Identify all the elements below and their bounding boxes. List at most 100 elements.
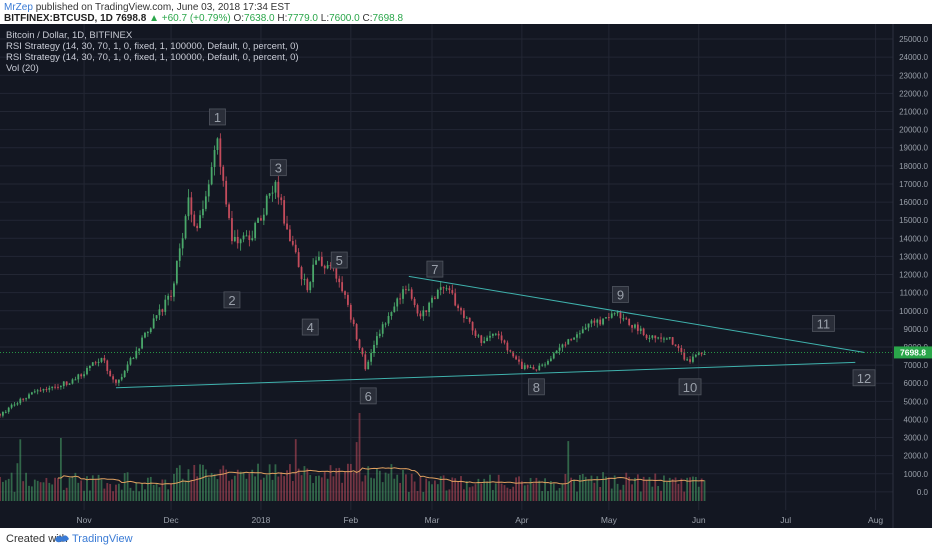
- change-up-icon: ▲: [149, 13, 159, 24]
- volume-bar: [364, 475, 367, 501]
- volume-bar: [642, 476, 645, 501]
- y-tick-label: 19000.0: [899, 144, 928, 153]
- ohlc-open-value: 7638.0: [244, 13, 275, 24]
- volume-bar: [413, 481, 416, 501]
- candle: [155, 315, 158, 319]
- candle: [344, 291, 346, 295]
- volume-bar: [410, 473, 413, 501]
- volume-bar: [576, 491, 578, 501]
- volume-bar: [25, 472, 27, 501]
- created-with-text: Created with: [6, 533, 68, 545]
- candle: [2, 411, 4, 416]
- tradingview-logo-icon[interactable]: [54, 531, 70, 548]
- volume-bar: [358, 413, 361, 501]
- candle: [639, 328, 642, 331]
- symbol-name[interactable]: BITFINEX:BTCUSD, 1D: [4, 13, 113, 24]
- volume-bar: [341, 482, 344, 501]
- candle: [318, 256, 320, 261]
- volume-bar: [181, 478, 184, 501]
- volume-bar: [445, 490, 448, 501]
- volume-bar: [541, 491, 544, 501]
- candle: [561, 344, 564, 348]
- annotation-4: 4: [301, 318, 319, 336]
- volume-bar: [33, 479, 36, 501]
- candle: [144, 332, 146, 338]
- candle: [233, 236, 236, 242]
- candle: [338, 278, 341, 283]
- volume-bar: [425, 478, 428, 501]
- candle: [173, 283, 175, 297]
- legend-strategy-1[interactable]: RSI Strategy (14, 30, 70, 1, 0, fixed, 1…: [6, 41, 299, 52]
- candle: [457, 305, 459, 309]
- candle: [390, 312, 393, 316]
- legend-symbol[interactable]: Bitcoin / Dollar, 1D, BITFINEX: [6, 30, 133, 41]
- annotation-11: 11: [812, 315, 835, 332]
- x-tick-label: Nov: [77, 515, 93, 525]
- x-tick-label: Jun: [692, 515, 706, 525]
- ohlc-low-value: 7600.0: [329, 13, 360, 24]
- volume-bar: [599, 486, 602, 501]
- volume-bar: [19, 439, 22, 501]
- candle: [349, 304, 352, 320]
- tradingview-brand[interactable]: TradingView: [72, 533, 133, 545]
- volume-bar: [352, 472, 355, 501]
- annotation-box: [269, 159, 287, 177]
- volume-bar: [242, 472, 245, 501]
- volume-bar: [144, 489, 146, 501]
- volume-bar: [97, 474, 100, 501]
- y-tick-label: 0.0: [917, 488, 929, 497]
- candle: [207, 184, 210, 197]
- volume-bar: [491, 489, 494, 501]
- legend-strategy-2[interactable]: RSI Strategy (14, 30, 70, 1, 0, fixed, 1…: [6, 52, 299, 63]
- candle: [91, 362, 94, 366]
- volume-bar: [657, 486, 660, 501]
- candle: [265, 195, 268, 215]
- volume-bar: [367, 466, 370, 501]
- candle: [671, 337, 674, 345]
- y-tick-label: 1000.0: [904, 470, 929, 479]
- candle: [648, 337, 651, 339]
- author-link[interactable]: MrZep: [4, 2, 33, 13]
- candle: [126, 364, 129, 371]
- volume-bar: [636, 474, 639, 501]
- candle: [523, 365, 526, 369]
- volume-bar: [309, 475, 312, 501]
- annotation-label: 5: [336, 253, 343, 268]
- candle: [436, 289, 439, 299]
- volume-bar: [671, 479, 674, 501]
- candle: [503, 340, 506, 343]
- candle: [474, 330, 477, 336]
- volume-bar: [454, 478, 457, 501]
- annotation-label: 1: [214, 110, 221, 125]
- price-chart[interactable]: 0.0 1000.0 2000.0 3000.0 4000.0 5000.0 6000.0 7…: [0, 24, 932, 528]
- legend-volume[interactable]: Vol (20): [6, 63, 39, 74]
- candle: [683, 352, 686, 360]
- volume-bar: [251, 469, 254, 501]
- candle: [120, 377, 123, 380]
- candle: [428, 302, 431, 313]
- candle: [306, 279, 309, 291]
- volume-bar: [509, 489, 512, 501]
- candle: [448, 288, 451, 291]
- candle: [605, 317, 607, 319]
- volume-bar: [471, 486, 474, 501]
- volume-bar: [106, 483, 109, 501]
- candle: [558, 347, 561, 351]
- candle: [506, 342, 509, 351]
- candle: [71, 379, 74, 384]
- volume-bar: [526, 484, 529, 501]
- volume-bar: [257, 463, 259, 501]
- candle: [39, 390, 42, 392]
- volume-bar: [222, 465, 225, 501]
- candle: [271, 192, 274, 194]
- volume-bar: [115, 484, 117, 501]
- volume-bar: [436, 484, 439, 501]
- volume-bar: [83, 490, 85, 501]
- candle: [686, 359, 689, 361]
- candle: [62, 381, 65, 387]
- candle: [526, 365, 529, 368]
- chart-area[interactable]: 0.0 1000.0 2000.0 3000.0 4000.0 5000.0 6000.0 7…: [0, 24, 932, 528]
- volume-bar: [28, 485, 30, 501]
- volume-bar: [54, 477, 56, 501]
- annotation-label: 6: [365, 389, 372, 404]
